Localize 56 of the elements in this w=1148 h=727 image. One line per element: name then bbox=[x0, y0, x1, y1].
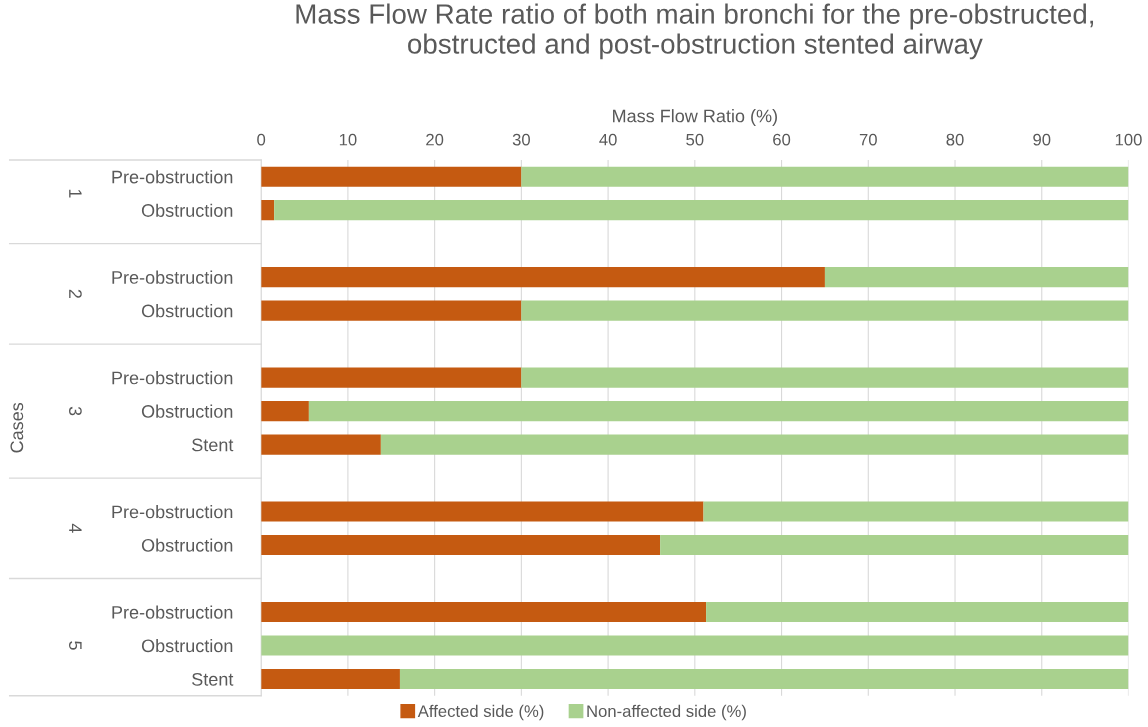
bar bbox=[380, 434, 1129, 455]
chart-title: Mass Flow Rate ratio of both main bronchi for the pre-obstructed, obstructed and post-obstruction stented airway bbox=[296, 3, 1094, 60]
y-tick-label: Obstruction bbox=[141, 404, 233, 418]
bar bbox=[261, 300, 522, 321]
y-tick-label: Obstruction bbox=[141, 304, 233, 318]
x-axis-title: Mass Flow Ratio (%) bbox=[613, 109, 777, 126]
y-tick-label: Pre-obstruction bbox=[112, 505, 233, 519]
bar bbox=[521, 300, 1129, 321]
bar bbox=[703, 501, 1129, 522]
bar bbox=[261, 601, 707, 623]
bar bbox=[261, 434, 381, 455]
x-tick-label: 20 bbox=[426, 133, 444, 146]
bar bbox=[261, 635, 1129, 656]
bar bbox=[399, 668, 1129, 690]
bar bbox=[660, 535, 1129, 556]
x-tick-label: 10 bbox=[339, 133, 357, 146]
bar bbox=[261, 535, 661, 556]
x-tick-label: 90 bbox=[1033, 133, 1051, 146]
x-tick-label: 60 bbox=[773, 133, 791, 146]
x-tick-label: 50 bbox=[686, 133, 704, 146]
bar bbox=[261, 200, 275, 221]
bar bbox=[274, 200, 1129, 221]
y-tick-label: Pre-obstruction bbox=[112, 170, 233, 184]
x-tick-label: 100 bbox=[1115, 133, 1142, 146]
legend-label: Non-affected side (%) bbox=[587, 704, 746, 721]
x-tick-label: 40 bbox=[599, 133, 617, 146]
bar bbox=[706, 601, 1129, 623]
y-tick-label: Pre-obstruction bbox=[112, 605, 233, 619]
bar bbox=[261, 166, 522, 187]
text: 3 bbox=[68, 406, 82, 416]
bar bbox=[261, 367, 522, 388]
bar bbox=[308, 401, 1129, 422]
bar bbox=[261, 267, 825, 288]
y-tick-label: Pre-obstruction bbox=[112, 371, 233, 385]
x-tick-label: 0 bbox=[257, 133, 266, 146]
y-tick-label: Obstruction bbox=[141, 538, 233, 552]
y-tick-label: Obstruction bbox=[141, 203, 233, 217]
legend-label: Affected side (%) bbox=[417, 704, 544, 721]
y-axis-title: Cases bbox=[10, 402, 24, 453]
y-tick-label: Stent bbox=[192, 438, 234, 452]
text: 5 bbox=[68, 641, 82, 650]
y-tick-label: Stent bbox=[192, 672, 234, 686]
bar bbox=[521, 367, 1129, 388]
text: 1 bbox=[69, 189, 82, 198]
bar bbox=[261, 668, 400, 690]
x-tick-label: 70 bbox=[859, 133, 877, 146]
x-tick-label: 80 bbox=[946, 133, 964, 146]
text: 4 bbox=[69, 523, 82, 533]
x-tick-label: 30 bbox=[512, 133, 530, 146]
bar bbox=[521, 166, 1129, 187]
y-tick-label: Pre-obstruction bbox=[112, 270, 233, 284]
bar bbox=[824, 267, 1129, 288]
text: 2 bbox=[69, 289, 82, 298]
bar bbox=[261, 501, 704, 522]
y-tick-label: Obstruction bbox=[141, 638, 233, 653]
bar bbox=[261, 401, 309, 422]
